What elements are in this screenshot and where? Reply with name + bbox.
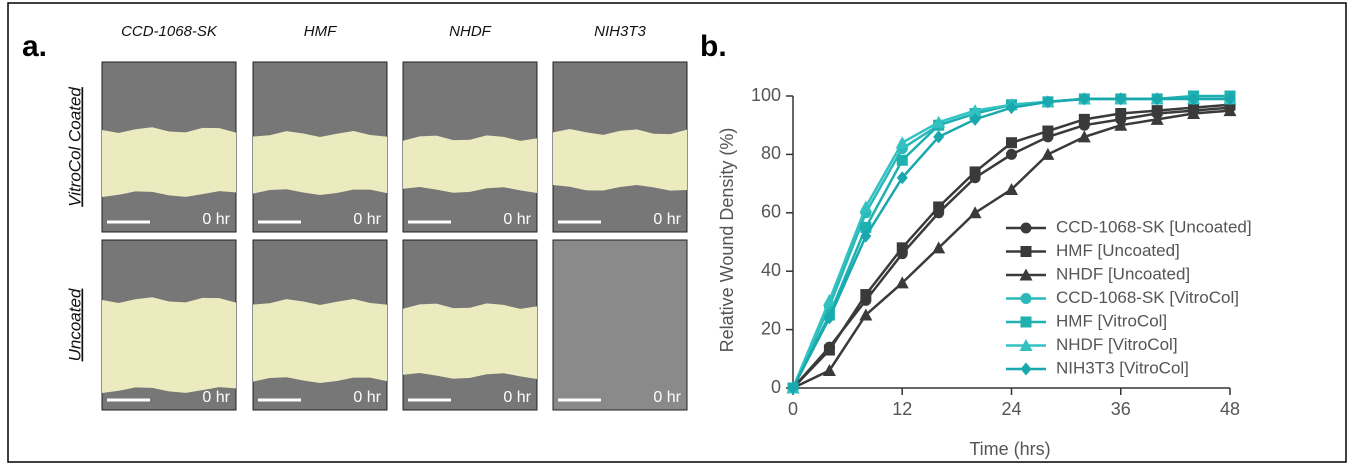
marker xyxy=(823,311,835,325)
wound-area xyxy=(253,299,387,383)
x-tick-label: 36 xyxy=(1111,399,1131,419)
marker xyxy=(859,200,873,213)
marker xyxy=(1151,105,1163,117)
marker xyxy=(1078,113,1090,125)
marker xyxy=(932,241,946,254)
marker xyxy=(1042,95,1054,109)
marker xyxy=(1224,92,1236,106)
x-tick-label: 24 xyxy=(1001,399,1021,419)
marker xyxy=(1114,118,1128,131)
marker xyxy=(822,363,836,376)
wound-area xyxy=(102,127,236,197)
marker xyxy=(1042,125,1054,137)
timestamp: 0 hr xyxy=(503,389,531,406)
marker xyxy=(860,229,872,243)
marker xyxy=(895,276,909,289)
marker xyxy=(1150,112,1164,125)
timestamp: 0 hr xyxy=(503,211,531,228)
legend-label: NHDF [VitroCol] xyxy=(1056,335,1178,354)
y-tick-label: 80 xyxy=(761,143,781,163)
y-tick-label: 60 xyxy=(761,202,781,222)
marker xyxy=(1115,108,1127,120)
wound-area xyxy=(253,131,387,195)
wound-area xyxy=(403,303,537,379)
panel-a-label: a. xyxy=(22,30,47,63)
marker xyxy=(823,344,835,356)
marker xyxy=(968,104,982,117)
y-tick-label: 100 xyxy=(751,85,781,105)
wound-area xyxy=(102,297,236,393)
x-tick-label: 12 xyxy=(892,399,912,419)
marker xyxy=(1223,104,1237,117)
timestamp: 0 hr xyxy=(353,211,381,228)
marker xyxy=(968,206,982,219)
marker xyxy=(969,166,981,178)
marker xyxy=(1005,182,1018,195)
column-header: NHDF xyxy=(449,23,491,40)
marker xyxy=(896,171,908,185)
marker xyxy=(1041,147,1055,160)
wound-area xyxy=(403,135,537,193)
x-tick-label: 0 xyxy=(788,399,798,419)
legend-label: HMF [Uncoated] xyxy=(1056,241,1180,260)
y-tick-label: 20 xyxy=(761,318,781,338)
marker xyxy=(859,308,873,321)
legend-marker xyxy=(1020,246,1032,257)
legend-marker xyxy=(1019,339,1033,351)
marker xyxy=(896,154,908,166)
row-label: VitroCol Coated xyxy=(65,87,84,207)
marker xyxy=(1006,148,1017,160)
marker xyxy=(787,381,799,395)
legend-marker xyxy=(1020,293,1032,304)
legend-label: CCD-1068-SK [VitroCol] xyxy=(1056,288,1239,307)
legend-marker xyxy=(1020,222,1032,234)
marker xyxy=(933,201,945,213)
y-tick-label: 0 xyxy=(771,377,781,397)
marker xyxy=(932,115,946,128)
marker xyxy=(1188,92,1200,106)
marker xyxy=(860,221,872,233)
legend-label: CCD-1068-SK [Uncoated] xyxy=(1056,217,1252,236)
marker xyxy=(860,289,872,301)
column-header: CCD-1068-SK xyxy=(121,23,218,40)
legend-label: NIH3T3 [VitroCol] xyxy=(1056,358,1189,377)
marker xyxy=(896,242,908,254)
legend-label: HMF [VitroCol] xyxy=(1056,311,1167,330)
legend-marker xyxy=(1020,362,1032,376)
timestamp: 0 hr xyxy=(353,389,381,406)
marker xyxy=(1077,130,1091,143)
marker xyxy=(1078,92,1090,106)
marker xyxy=(1187,107,1201,120)
column-header: NIH3T3 xyxy=(594,23,646,40)
legend-marker xyxy=(1019,268,1033,281)
marker xyxy=(1115,92,1127,106)
wound-area xyxy=(553,129,687,191)
panel-b-label: b. xyxy=(700,30,727,63)
x-tick-label: 48 xyxy=(1220,399,1240,419)
timestamp: 0 hr xyxy=(202,389,230,406)
marker xyxy=(822,293,836,306)
micrograph xyxy=(552,239,688,411)
y-tick-label: 40 xyxy=(761,260,781,280)
column-header: HMF xyxy=(304,23,337,40)
marker xyxy=(1006,137,1017,149)
y-axis-label: Relative Wound Density (%) xyxy=(717,128,737,353)
x-axis-label: Time (hrs) xyxy=(969,439,1050,459)
timestamp: 0 hr xyxy=(653,389,681,406)
marker xyxy=(933,130,945,144)
marker xyxy=(895,136,909,149)
timestamp: 0 hr xyxy=(202,211,230,228)
legend-marker xyxy=(1020,316,1032,328)
legend-label: NHDF [Uncoated] xyxy=(1056,264,1190,283)
row-label: Uncoated xyxy=(65,288,84,361)
timestamp: 0 hr xyxy=(653,211,681,228)
marker xyxy=(1006,101,1017,115)
marker xyxy=(969,112,981,126)
marker xyxy=(1151,92,1163,106)
